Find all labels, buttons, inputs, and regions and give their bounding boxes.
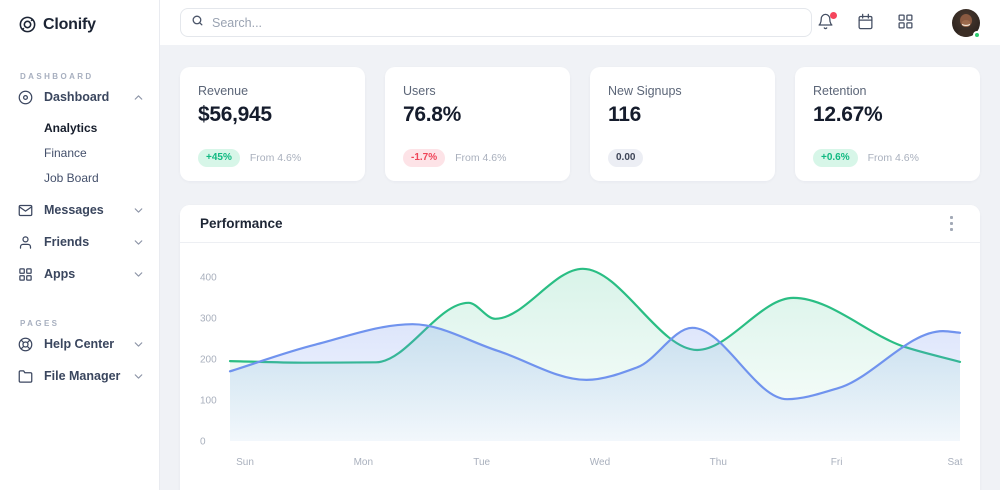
notifications-button[interactable] xyxy=(816,11,837,33)
performance-chart: 0 100 200 300 400 Sun Mon Tue Wed Thu Fri Sat xyxy=(200,267,963,468)
notification-dot xyxy=(830,11,837,19)
stat-value: 76.8% xyxy=(403,103,462,126)
dashboard-icon xyxy=(18,90,33,105)
stat-note: From 4.6% xyxy=(455,152,507,164)
svg-text:Wed: Wed xyxy=(590,457,610,468)
chevron-down-icon xyxy=(132,236,145,249)
svg-text:Mon: Mon xyxy=(354,457,373,468)
stat-title: Retention xyxy=(813,84,867,98)
lifebuoy-icon xyxy=(18,337,33,352)
sidebar-item-apps[interactable]: Apps xyxy=(0,258,159,290)
apps-grid-button[interactable] xyxy=(896,13,914,33)
sidebar-section-dashboard: DASHBOARD xyxy=(20,72,94,81)
svg-text:Sun: Sun xyxy=(236,457,254,468)
app-logo-text: Clonify xyxy=(43,15,96,33)
svg-text:Tue: Tue xyxy=(473,457,490,468)
dashboard-submenu: Analytics Finance Job Board xyxy=(0,113,159,194)
sidebar-item-friends[interactable]: Friends xyxy=(0,226,159,258)
svg-text:300: 300 xyxy=(200,314,217,325)
stat-card-users: Users 76.8% -1.7% From 4.6% xyxy=(385,67,570,181)
svg-text:400: 400 xyxy=(200,273,217,284)
svg-text:200: 200 xyxy=(200,355,217,366)
svg-text:Fri: Fri xyxy=(831,457,843,468)
user-icon xyxy=(18,235,33,250)
user-avatar[interactable] xyxy=(952,8,981,39)
sidebar-subitem-job-board[interactable]: Job Board xyxy=(44,170,99,185)
calendar-icon xyxy=(857,13,874,33)
stat-value: 116 xyxy=(608,103,641,126)
topbar xyxy=(160,0,1000,45)
sidebar-item-file-manager[interactable]: File Manager xyxy=(0,360,159,392)
app-logo[interactable]: Clonify xyxy=(0,0,159,36)
stat-title: Users xyxy=(403,84,436,98)
sidebar-item-label: Help Center xyxy=(44,337,115,351)
stat-card-revenue: Revenue $56,945 +45% From 4.6% xyxy=(180,67,365,181)
change-badge: +45% xyxy=(198,149,240,167)
sidebar-item-messages[interactable]: Messages xyxy=(0,194,159,226)
stat-note: From 4.6% xyxy=(867,152,919,164)
sidebar: Clonify DASHBOARD Dashboard Analytics Fi… xyxy=(0,0,160,490)
svg-text:Thu: Thu xyxy=(710,457,727,468)
sidebar-item-help-center[interactable]: Help Center xyxy=(0,328,159,360)
chevron-down-icon xyxy=(132,268,145,281)
sidebar-item-label: Messages xyxy=(44,203,104,217)
stat-title: Revenue xyxy=(198,84,249,98)
change-badge: 0.00 xyxy=(608,149,644,167)
bell-icon xyxy=(817,13,834,33)
stat-note: From 4.6% xyxy=(249,152,302,164)
performance-card-header: Performance xyxy=(180,205,980,243)
sidebar-item-label: File Manager xyxy=(44,369,121,383)
online-status-dot xyxy=(973,30,981,39)
performance-card: Performance 0 100 200 300 400 Sun Mon Tue Wed Thu… xyxy=(180,205,980,490)
chevron-down-icon xyxy=(132,338,145,351)
apps-grid-icon xyxy=(897,13,914,33)
chevron-down-icon xyxy=(132,370,145,383)
calendar-button[interactable] xyxy=(856,13,874,33)
sidebar-item-label: Friends xyxy=(44,235,90,249)
change-badge: -1.7% xyxy=(403,149,446,167)
svg-text:Sat: Sat xyxy=(947,457,962,468)
svg-text:100: 100 xyxy=(200,396,217,407)
stat-card-retention: Retention 12.67% +0.6% From 4.6% xyxy=(795,67,980,181)
clonify-logo-icon xyxy=(18,15,37,34)
sidebar-subitem-analytics[interactable]: Analytics xyxy=(44,120,98,135)
stat-value: 12.67% xyxy=(813,103,883,126)
search-box[interactable] xyxy=(180,8,812,37)
chevron-down-icon xyxy=(132,204,145,217)
stats-row: Revenue $56,945 +45% From 4.6% Users 76.… xyxy=(180,67,980,181)
topbar-actions xyxy=(816,8,981,39)
svg-text:0: 0 xyxy=(200,437,206,448)
apps-icon xyxy=(18,267,33,282)
search-input[interactable] xyxy=(212,15,801,30)
change-badge: +0.6% xyxy=(813,149,858,167)
mail-icon xyxy=(18,203,33,218)
sidebar-item-dashboard[interactable]: Dashboard xyxy=(0,81,159,113)
sidebar-section-pages: PAGES xyxy=(20,319,60,328)
folder-icon xyxy=(18,369,33,384)
sidebar-item-label: Apps xyxy=(44,267,76,281)
search-icon xyxy=(191,14,204,32)
chevron-up-icon xyxy=(132,91,145,104)
performance-title: Performance xyxy=(200,216,283,231)
sidebar-item-label: Dashboard xyxy=(44,90,110,104)
stat-card-new-signups: New Signups 116 0.00 xyxy=(590,67,775,181)
stat-title: New Signups xyxy=(608,84,682,98)
stat-value: $56,945 xyxy=(198,103,272,126)
kebab-menu-icon[interactable] xyxy=(942,214,960,234)
sidebar-subitem-finance[interactable]: Finance xyxy=(44,145,87,160)
